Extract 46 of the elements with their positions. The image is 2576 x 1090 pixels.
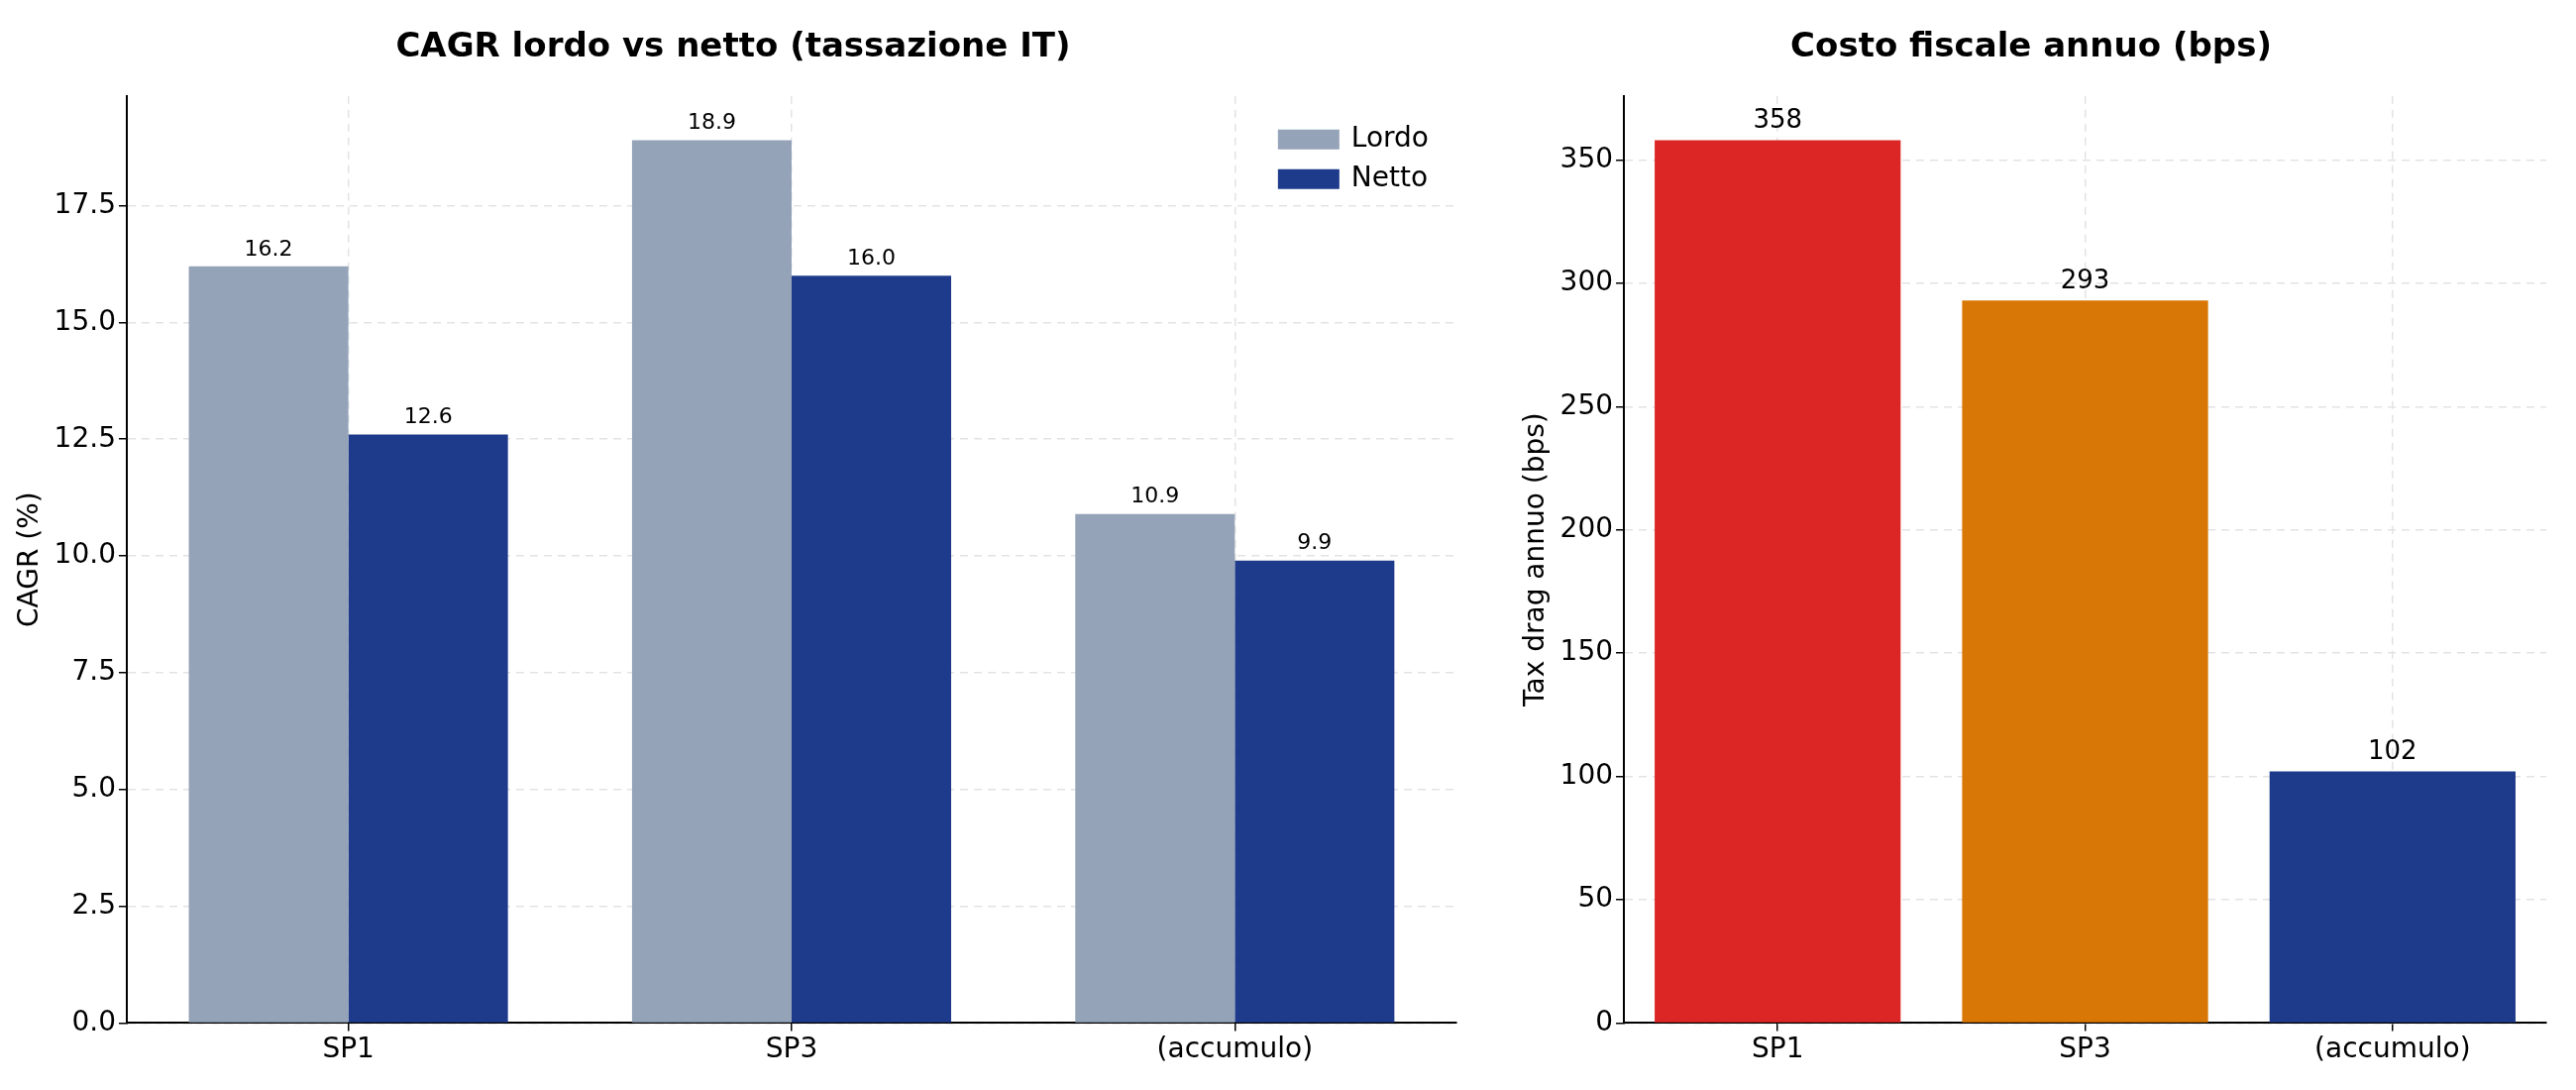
y-tick-label: 15.0 [54, 303, 116, 337]
bar [1075, 513, 1235, 1023]
y-axis-title: CAGR (%) [12, 491, 46, 627]
y-tick-label: 7.5 [71, 654, 116, 688]
y-tick-label: 50 [1577, 881, 1614, 915]
data-label: 12.6 [403, 403, 453, 429]
y-tick-label: 2.5 [71, 887, 116, 921]
bar [348, 434, 508, 1023]
y-axis-title: Tax drag annuo (bps) [1518, 412, 1552, 708]
chart-title: CAGR lordo vs netto (tassazione IT) [395, 25, 1071, 65]
bar [791, 275, 952, 1023]
y-tick-label: 250 [1559, 387, 1614, 421]
data-label: 9.9 [1297, 529, 1333, 555]
x-tick-label: (accumulo) [1156, 1032, 1314, 1065]
chart-title: Costo fiscale annuo (bps) [1790, 25, 2272, 65]
x-tick-label: SP1 [1751, 1032, 1804, 1065]
y-tick-label: 200 [1559, 511, 1614, 545]
x-tick-label: (accumulo) [2314, 1032, 2471, 1065]
bar [1234, 560, 1395, 1023]
y-tick-label: 0.0 [71, 1004, 116, 1037]
x-tick-label: SP1 [322, 1032, 375, 1065]
bar [631, 140, 792, 1023]
y-tick-label: 17.5 [54, 186, 116, 220]
data-label: 10.9 [1130, 483, 1180, 508]
bar [188, 266, 349, 1023]
y-tick-label: 10.0 [54, 537, 116, 571]
legend-label: Netto [1350, 161, 1429, 194]
bar [1655, 140, 1901, 1023]
legend-label: Lordo [1350, 121, 1430, 155]
x-tick-label: SP3 [2059, 1032, 2111, 1065]
y-tick-label: 12.5 [54, 420, 116, 454]
data-label: 358 [1753, 104, 1803, 135]
y-tick-label: 300 [1559, 265, 1614, 298]
x-tick-label: SP3 [765, 1032, 818, 1065]
data-label: 16.2 [244, 235, 293, 261]
bar [2269, 771, 2516, 1023]
y-tick-label: 100 [1559, 757, 1614, 791]
data-label: 293 [2060, 265, 2110, 295]
y-tick-label: 0 [1595, 1004, 1614, 1037]
y-tick-label: 350 [1559, 141, 1614, 174]
y-tick-label: 150 [1559, 634, 1614, 668]
y-tick-label: 5.0 [71, 771, 116, 805]
bar [1962, 300, 2208, 1023]
data-label: 16.0 [847, 244, 896, 270]
data-label: 102 [2368, 735, 2417, 766]
data-label: 18.9 [687, 109, 736, 135]
